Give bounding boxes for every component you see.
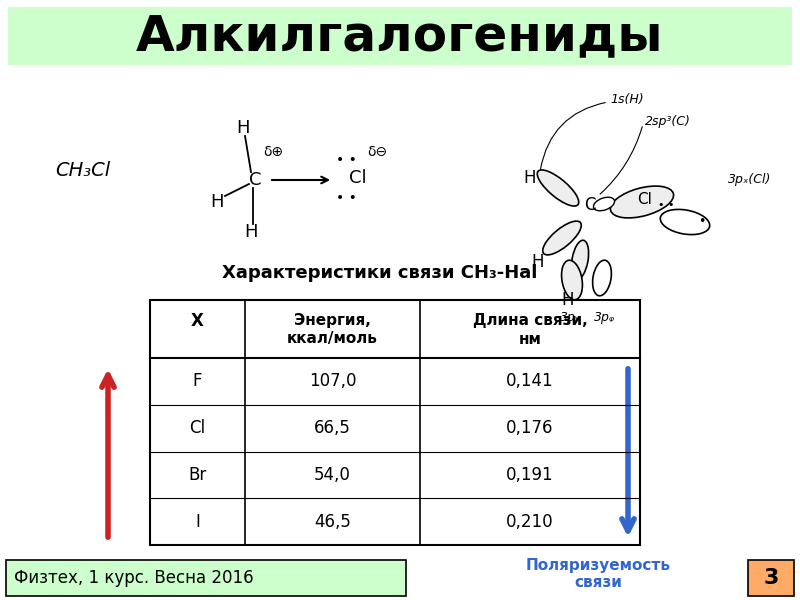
Text: C: C: [249, 171, 262, 189]
Text: Br: Br: [188, 466, 206, 484]
Text: ккал/моль: ккал/моль: [287, 331, 378, 346]
Text: Физтех, 1 курс. Весна 2016: Физтех, 1 курс. Весна 2016: [14, 569, 254, 587]
Text: 107,0: 107,0: [309, 373, 356, 391]
Text: Энергия,: Энергия,: [294, 313, 371, 329]
Text: δ⊕: δ⊕: [263, 145, 283, 159]
Bar: [748, 560, 794, 596]
Text: 66,5: 66,5: [314, 419, 351, 437]
Text: Длина связи,: Длина связи,: [473, 313, 587, 329]
Ellipse shape: [610, 186, 674, 218]
Text: • •: • •: [335, 191, 357, 205]
Text: 3pᵩ: 3pᵩ: [594, 311, 615, 325]
Text: Полярность
Связи: Полярность Связи: [46, 562, 150, 595]
Ellipse shape: [538, 170, 578, 206]
Text: •: •: [698, 215, 706, 229]
Text: 0,191: 0,191: [506, 466, 554, 484]
Text: Cl: Cl: [638, 193, 653, 208]
Text: H: H: [562, 291, 574, 309]
Text: F: F: [193, 373, 202, 391]
Ellipse shape: [660, 209, 710, 235]
Ellipse shape: [593, 260, 611, 296]
Bar: [6, 560, 406, 596]
Text: Cl: Cl: [190, 419, 206, 437]
Text: X: X: [191, 312, 204, 330]
Ellipse shape: [562, 260, 582, 300]
Text: δ⊖: δ⊖: [367, 145, 387, 159]
Text: 2sp³(C): 2sp³(C): [645, 115, 691, 128]
Text: I: I: [195, 512, 200, 530]
Text: 54,0: 54,0: [314, 466, 351, 484]
Bar: [8, 7, 792, 65]
Text: H: H: [524, 169, 536, 187]
Text: 3pᵧ: 3pᵧ: [560, 311, 580, 325]
Text: Алкилгалогениды: Алкилгалогениды: [136, 12, 664, 60]
Text: Характеристики связи CH₃-Hal: Характеристики связи CH₃-Hal: [222, 264, 538, 282]
Bar: [150, 300, 640, 545]
Text: 0,176: 0,176: [506, 419, 554, 437]
Text: Поляризуемость
связи: Поляризуемость связи: [526, 558, 670, 590]
Text: Cl: Cl: [349, 169, 366, 187]
Text: 46,5: 46,5: [314, 512, 351, 530]
Ellipse shape: [594, 197, 614, 211]
Text: 1s(H): 1s(H): [610, 94, 644, 107]
Text: H: H: [236, 119, 250, 137]
Text: H: H: [244, 223, 258, 241]
Text: H: H: [210, 193, 224, 211]
Text: C: C: [584, 196, 596, 214]
Text: 0,210: 0,210: [506, 512, 554, 530]
Text: 3pₓ(Cl): 3pₓ(Cl): [728, 173, 771, 187]
Text: H: H: [532, 253, 544, 271]
Text: CH₃Cl: CH₃Cl: [55, 160, 110, 179]
Text: 0,141: 0,141: [506, 373, 554, 391]
Text: • •: • •: [335, 153, 357, 167]
Ellipse shape: [571, 240, 589, 280]
Text: • •: • •: [658, 200, 674, 210]
Ellipse shape: [542, 221, 582, 255]
Text: 3: 3: [763, 568, 778, 588]
Text: нм: нм: [518, 331, 542, 346]
